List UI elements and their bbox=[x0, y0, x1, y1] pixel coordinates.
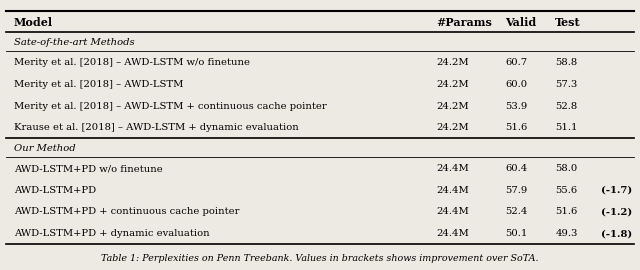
Text: 24.2M: 24.2M bbox=[436, 58, 468, 67]
Text: 50.1: 50.1 bbox=[505, 229, 527, 238]
Text: 24.2M: 24.2M bbox=[436, 102, 468, 110]
Text: 24.4M: 24.4M bbox=[436, 207, 468, 216]
Text: 58.8: 58.8 bbox=[556, 58, 577, 67]
Text: Model: Model bbox=[14, 17, 53, 28]
Text: 24.4M: 24.4M bbox=[436, 186, 468, 195]
Text: 60.4: 60.4 bbox=[505, 164, 527, 173]
Text: 24.4M: 24.4M bbox=[436, 164, 468, 173]
Text: 57.3: 57.3 bbox=[556, 80, 577, 89]
Text: Merity et al. [2018] – AWD-LSTM + continuous cache pointer: Merity et al. [2018] – AWD-LSTM + contin… bbox=[14, 102, 326, 110]
Text: 24.2M: 24.2M bbox=[436, 80, 468, 89]
Text: 52.8: 52.8 bbox=[556, 102, 577, 110]
Text: 24.2M: 24.2M bbox=[436, 123, 468, 132]
Text: #Params: #Params bbox=[436, 17, 492, 28]
Text: AWD-LSTM+PD w/o finetune: AWD-LSTM+PD w/o finetune bbox=[14, 164, 163, 173]
Text: 60.7: 60.7 bbox=[505, 58, 527, 67]
Text: 58.0: 58.0 bbox=[556, 164, 577, 173]
Text: 24.4M: 24.4M bbox=[436, 229, 468, 238]
Text: 55.6: 55.6 bbox=[556, 186, 577, 195]
Text: Merity et al. [2018] – AWD-LSTM w/o finetune: Merity et al. [2018] – AWD-LSTM w/o fine… bbox=[14, 58, 250, 67]
Text: 49.3: 49.3 bbox=[556, 229, 577, 238]
Text: AWD-LSTM+PD + continuous cache pointer: AWD-LSTM+PD + continuous cache pointer bbox=[14, 207, 239, 216]
Text: AWD-LSTM+PD: AWD-LSTM+PD bbox=[14, 186, 96, 195]
Text: 52.4: 52.4 bbox=[505, 207, 527, 216]
Text: 57.9: 57.9 bbox=[505, 186, 527, 195]
Text: (-1.7): (-1.7) bbox=[601, 186, 632, 195]
Text: Test: Test bbox=[556, 17, 581, 28]
Text: Table 1: Perplexities on Penn Treebank. Values in brackets shows improvement ove: Table 1: Perplexities on Penn Treebank. … bbox=[101, 254, 539, 263]
Text: (-1.8): (-1.8) bbox=[601, 229, 632, 238]
Text: Krause et al. [2018] – AWD-LSTM + dynamic evaluation: Krause et al. [2018] – AWD-LSTM + dynami… bbox=[14, 123, 299, 132]
Text: Valid: Valid bbox=[505, 17, 536, 28]
Text: (-1.2): (-1.2) bbox=[601, 207, 632, 216]
Text: Merity et al. [2018] – AWD-LSTM: Merity et al. [2018] – AWD-LSTM bbox=[14, 80, 183, 89]
Text: AWD-LSTM+PD + dynamic evaluation: AWD-LSTM+PD + dynamic evaluation bbox=[14, 229, 209, 238]
Text: 51.6: 51.6 bbox=[505, 123, 527, 132]
Text: 51.6: 51.6 bbox=[556, 207, 577, 216]
Text: Our Method: Our Method bbox=[14, 144, 76, 153]
Text: 60.0: 60.0 bbox=[505, 80, 527, 89]
Text: Sate-of-the-art Methods: Sate-of-the-art Methods bbox=[14, 38, 134, 47]
Text: 53.9: 53.9 bbox=[505, 102, 527, 110]
Text: 51.1: 51.1 bbox=[556, 123, 578, 132]
